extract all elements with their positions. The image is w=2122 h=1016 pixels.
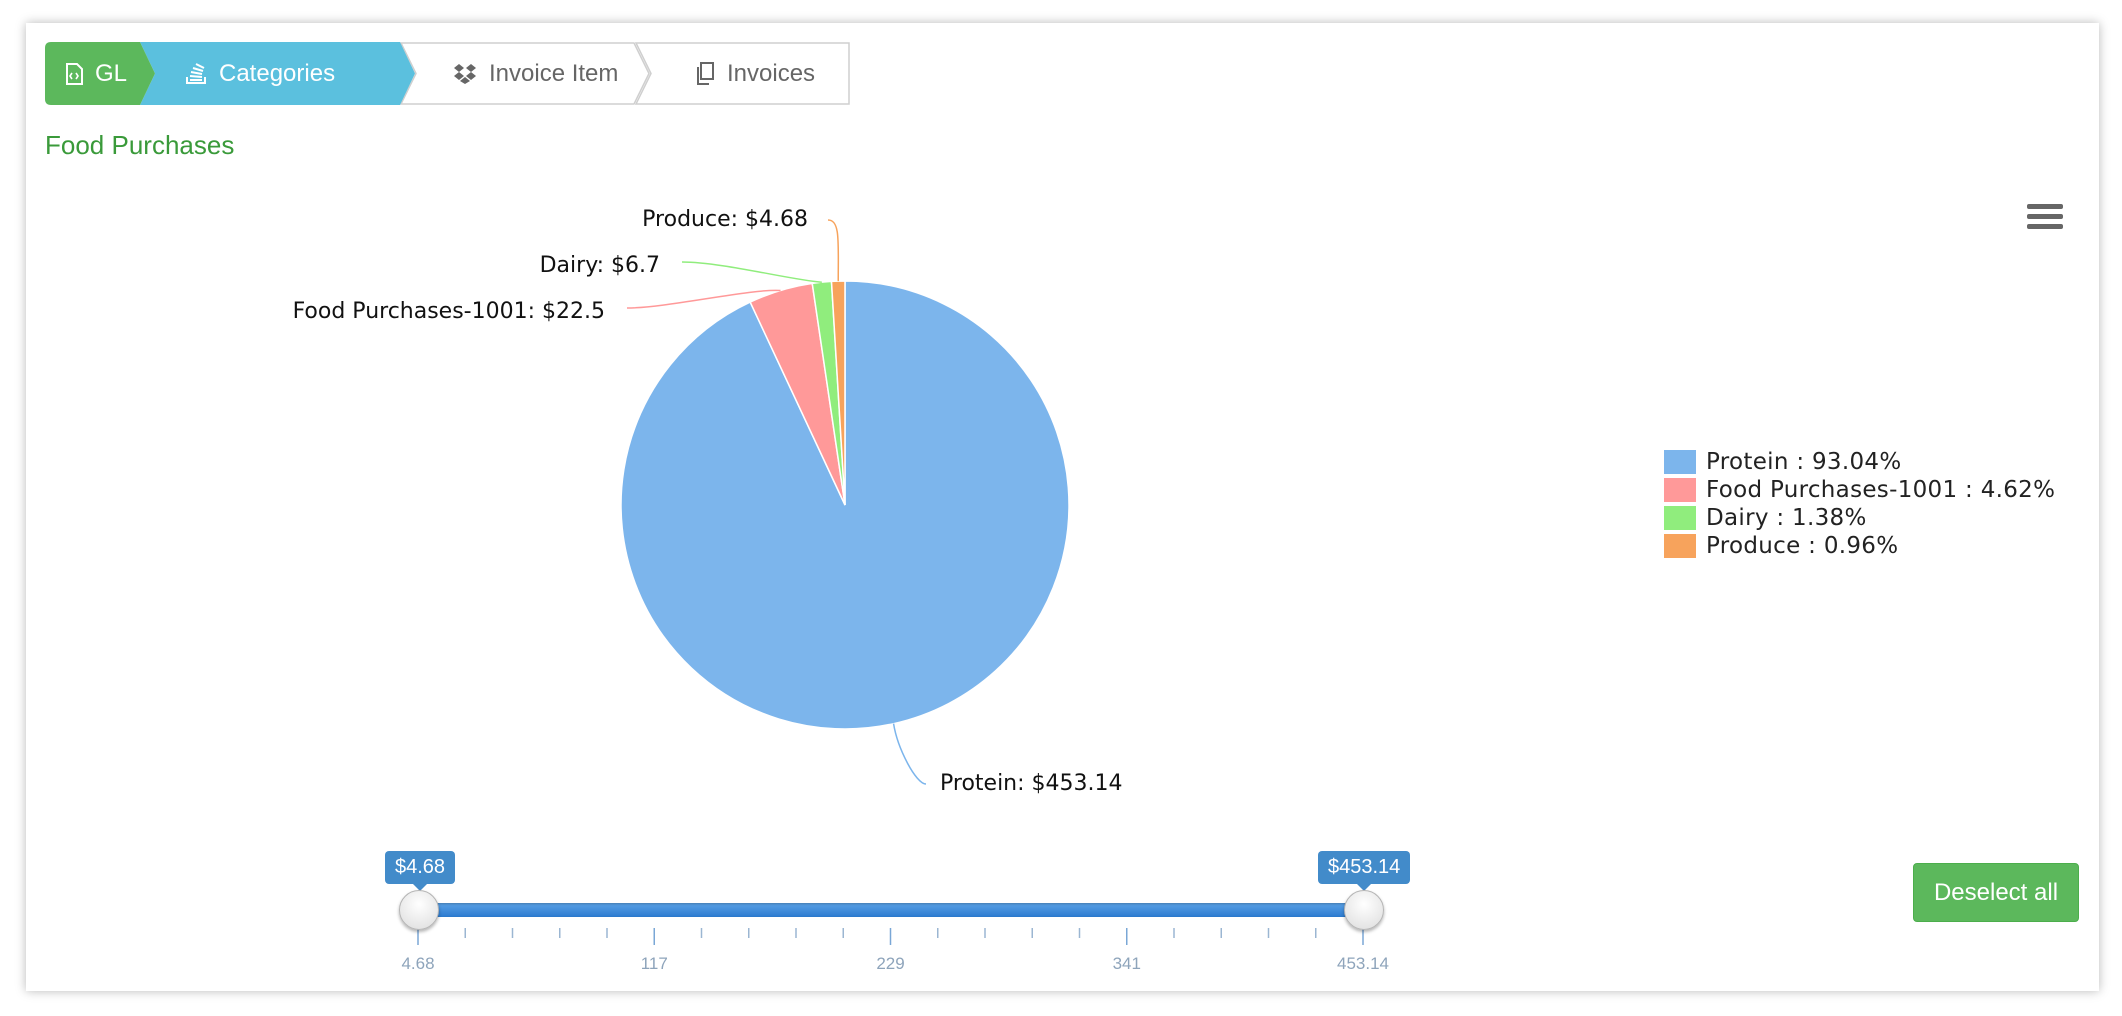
breadcrumb-label: GL xyxy=(95,59,128,87)
data-label: Produce: $4.68 xyxy=(642,207,808,232)
legend-swatch xyxy=(1664,534,1696,558)
legend-label: Protein : 93.04% xyxy=(1706,449,1902,475)
slider-track[interactable] xyxy=(418,903,1363,917)
data-label: Dairy: $6.7 xyxy=(540,253,660,278)
data-label-connector xyxy=(827,219,840,282)
copy-icon xyxy=(695,61,715,86)
breadcrumb-label: Invoice Item xyxy=(489,59,619,87)
breadcrumb-label: Invoices xyxy=(727,59,816,87)
data-label: Protein: $453.14 xyxy=(940,771,1123,796)
breadcrumb-invoices[interactable]: Invoices xyxy=(635,42,850,105)
data-label-connector xyxy=(626,289,781,309)
deselect-all-button[interactable]: Deselect all xyxy=(1913,863,2079,922)
breadcrumb-categories[interactable]: Categories xyxy=(140,42,415,105)
breadcrumb-gl[interactable]: GL xyxy=(45,42,155,105)
data-label-connector xyxy=(681,261,822,283)
legend-item-dairy[interactable]: Dairy : 1.38% xyxy=(1664,504,2055,532)
data-label-connector xyxy=(892,723,927,785)
legend-item-food-purchases-1001[interactable]: Food Purchases-1001 : 4.62% xyxy=(1664,476,2055,504)
legend-label: Dairy : 1.38% xyxy=(1706,505,1867,531)
legend-item-produce[interactable]: Produce : 0.96% xyxy=(1664,532,2055,560)
hamburger-menu-icon[interactable] xyxy=(2027,204,2063,234)
breadcrumb-invoice-item[interactable]: Invoice Item xyxy=(400,42,650,105)
chart-legend: Protein : 93.04% Food Purchases-1001 : 4… xyxy=(1664,448,2055,560)
data-label: Food Purchases-1001: $22.5 xyxy=(293,299,605,324)
file-code-icon xyxy=(65,62,83,85)
legend-item-protein[interactable]: Protein : 93.04% xyxy=(1664,448,2055,476)
slider-to-value: $453.14 xyxy=(1318,851,1411,891)
legend-label: Produce : 0.96% xyxy=(1706,533,1899,559)
breadcrumb-label: Categories xyxy=(219,59,336,87)
chart-title: Food Purchases xyxy=(45,130,235,160)
legend-label: Food Purchases-1001 : 4.62% xyxy=(1706,477,2056,503)
slider-handle-to[interactable] xyxy=(1344,890,1384,930)
legend-swatch xyxy=(1664,450,1696,474)
slider-handle-from[interactable] xyxy=(399,890,439,930)
dropbox-icon xyxy=(453,63,477,85)
legend-swatch xyxy=(1664,506,1696,530)
stack-icon xyxy=(185,62,207,85)
slider-from-value: $4.68 xyxy=(385,851,456,891)
legend-swatch xyxy=(1664,478,1696,502)
